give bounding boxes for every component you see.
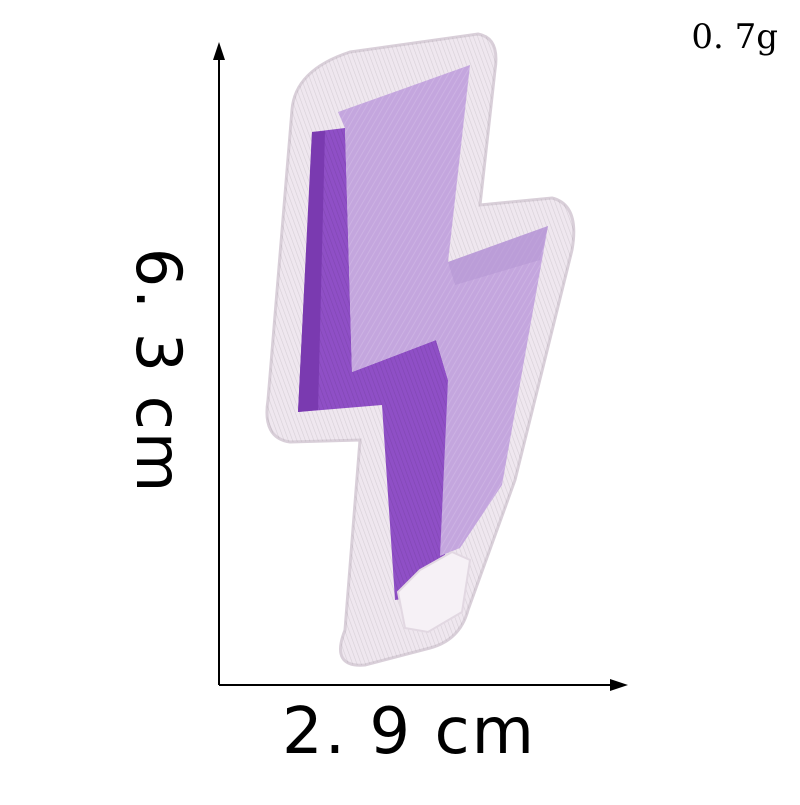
bolt-shadow-edge: [298, 131, 325, 412]
weight-label: 0. 7g: [691, 17, 778, 57]
bolt-tip-highlight: [396, 550, 472, 634]
vertical-arrowhead: [213, 42, 225, 60]
measurement-axes: [213, 42, 628, 691]
horizontal-arrowhead: [610, 679, 628, 691]
width-dimension-label: 2. 9 cm: [282, 695, 536, 769]
height-dimension-label: 6. 3 cm: [122, 247, 195, 495]
